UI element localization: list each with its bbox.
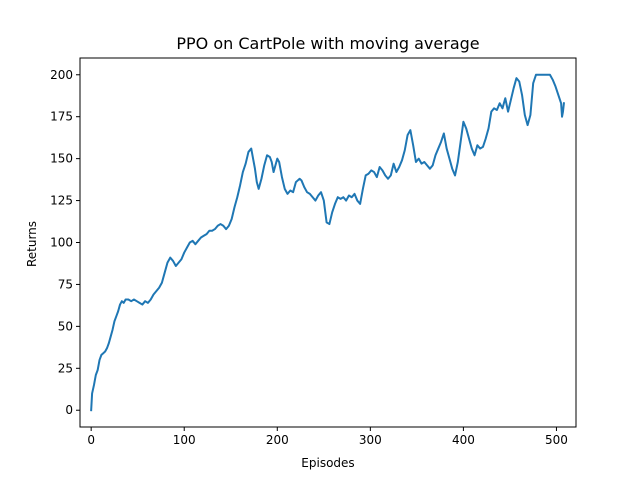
- x-tick-label: 200: [266, 433, 289, 447]
- x-tick-label: 100: [173, 433, 196, 447]
- plot-area: 0 100 200 300 400 500 0 25 50 75 100 125 150 175 200: [50, 57, 577, 447]
- x-tick-label: 0: [87, 433, 95, 447]
- y-tick-label: 150: [50, 152, 73, 166]
- x-tick-label: 300: [359, 433, 382, 447]
- y-tick-label: 50: [58, 319, 73, 333]
- series-line-0: [90, 73, 566, 412]
- y-tick-label: 100: [50, 236, 73, 250]
- y-tick-label: 125: [50, 194, 73, 208]
- y-tick-label: 200: [50, 68, 73, 82]
- axes-frame: [79, 57, 577, 428]
- y-tick-label: 25: [58, 361, 73, 375]
- x-tick-label: 500: [545, 433, 568, 447]
- y-tick-label: 0: [65, 403, 73, 417]
- y-tick-label: 175: [50, 110, 73, 124]
- x-tick-label: 400: [452, 433, 475, 447]
- x-axis-label: Episodes: [301, 456, 354, 470]
- y-axis-label: Returns: [25, 221, 39, 267]
- y-tick-label: 75: [58, 277, 73, 291]
- chart-title: PPO on CartPole with moving average: [176, 34, 479, 53]
